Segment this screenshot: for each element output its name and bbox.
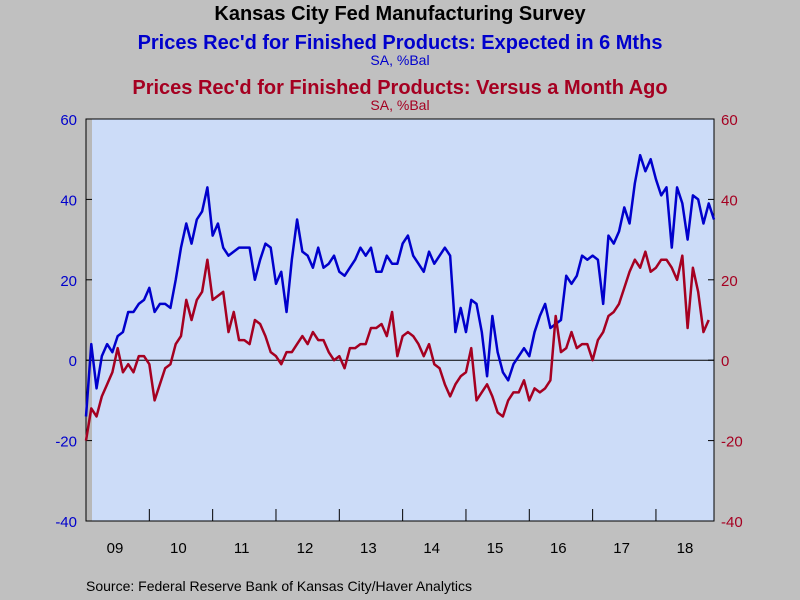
y-left-tick-label: 40 [60, 192, 77, 209]
y-right-tick-label: -20 [721, 434, 743, 451]
x-tick-label: 17 [613, 540, 630, 557]
y-left-tick-label: 0 [69, 353, 77, 370]
x-tick-label: 11 [234, 540, 250, 557]
series-line-vs-month-ago [84, 250, 710, 441]
x-tick-label: 10 [170, 540, 187, 557]
series-line-expected-6m [84, 153, 716, 417]
x-tick-label: 14 [423, 540, 440, 557]
x-tick-label: 15 [487, 540, 504, 557]
y-left-tick-label: 20 [60, 273, 77, 290]
y-left-tick-label: 60 [60, 112, 77, 129]
blue-series-unit: SA, %Bal [370, 52, 430, 68]
y-left-tick-label: -20 [55, 434, 77, 451]
x-tick-label: 18 [677, 540, 694, 557]
chart-title: Kansas City Fed Manufacturing Survey [214, 3, 586, 25]
x-tick-label: 16 [550, 540, 567, 557]
y-right-tick-label: 0 [721, 353, 729, 370]
plot-frame [85, 118, 715, 522]
red-series-unit: SA, %Bal [370, 97, 430, 113]
y-right-tick-label: -40 [721, 514, 743, 531]
y-left-tick-label: -40 [55, 514, 77, 531]
x-tick-label: 13 [360, 540, 377, 557]
x-tick-label: 09 [107, 540, 124, 557]
y-right-tick-label: 40 [721, 192, 738, 209]
y-right-tick-label: 60 [721, 112, 738, 129]
source-note: Source: Federal Reserve Bank of Kansas C… [86, 578, 472, 594]
blue-series-title: Prices Rec'd for Finished Products: Expe… [137, 32, 663, 54]
y-right-tick-label: 20 [721, 273, 738, 290]
red-series-title: Prices Rec'd for Finished Products: Vers… [132, 77, 668, 99]
plot-area [86, 119, 714, 521]
x-tick-label: 12 [297, 540, 314, 557]
recession-shade [86, 119, 92, 521]
